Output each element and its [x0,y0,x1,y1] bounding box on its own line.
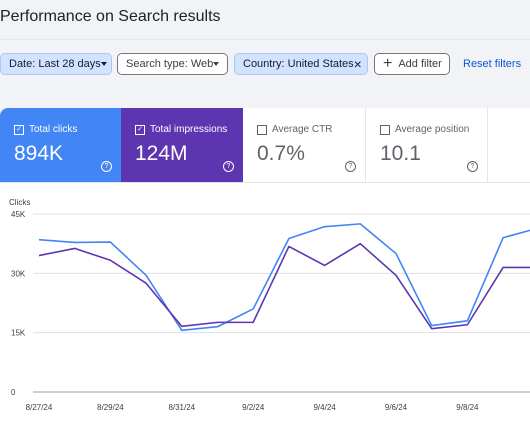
metric-label: Average position [395,124,470,135]
metric-total-impressions[interactable]: ✓ Total impressions 124M ? [121,108,243,182]
help-icon[interactable]: ? [345,161,356,172]
metric-label: Total impressions [150,124,228,135]
x-tick-label: 9/8/24 [456,403,479,412]
country-filter-chip[interactable]: Country: United States × [234,53,368,75]
page-title: Performance on Search results [0,8,221,25]
metric-total-clicks[interactable]: ✓ Total clicks 894K ? [0,108,121,182]
series-line-2 [38,242,530,330]
x-tick-label: 8/27/24 [26,403,53,412]
header-divider [0,39,530,40]
metric-value: 10.1 [380,142,421,165]
add-filter-label: Add filter [398,58,442,70]
metric-average-position[interactable]: Average position 10.1 ? [366,108,488,182]
checkbox-unchecked-icon[interactable] [380,124,390,135]
metric-value: 124M [135,142,188,165]
metric-value: 0.7% [257,142,305,165]
checkbox-checked-icon[interactable]: ✓ [135,124,145,135]
help-icon[interactable]: ? [223,161,234,172]
dropdown-caret-icon [213,62,220,66]
metric-label: Total clicks [29,124,78,135]
metric-average-ctr[interactable]: Average CTR 0.7% ? [243,108,366,182]
y-tick-label: 15K [11,329,26,338]
search-type-filter-label: Search type: Web [126,58,214,70]
help-icon[interactable]: ? [101,161,112,172]
x-tick-label: 9/6/24 [385,403,408,412]
x-tick-label: 8/31/24 [168,403,195,412]
y-axis-title: Clicks [9,198,30,207]
x-tick-label: 9/2/24 [242,403,265,412]
date-filter-chip[interactable]: Date: Last 28 days [0,53,112,75]
y-tick-label: 30K [11,269,26,278]
x-tick-label: 9/4/24 [313,403,336,412]
y-tick-label: 45K [11,210,26,219]
country-filter-label: Country: United States [243,58,354,70]
metric-value: 894K [14,142,64,165]
plus-icon: + [383,55,393,72]
y-tick-label: 0 [11,388,16,397]
dropdown-caret-icon [100,62,107,66]
search-type-filter-chip[interactable]: Search type: Web [117,53,228,75]
add-filter-button[interactable]: + Add filter [374,53,450,75]
clicks-line-chart: Clicks 0 15K 30K 45K 8/27/24 8/29/24 8/31/24 9/2… [9,198,530,412]
checkbox-checked-icon[interactable]: ✓ [14,124,24,135]
metrics-divider [0,182,530,183]
close-icon[interactable]: × [353,56,362,72]
x-tick-label: 8/29/24 [97,403,124,412]
help-icon[interactable]: ? [467,161,478,172]
reset-filters-link[interactable]: Reset filters [463,58,522,70]
checkbox-unchecked-icon[interactable] [257,124,267,135]
date-filter-label: Date: Last 28 days [9,58,101,70]
series-line-1 [38,223,530,332]
metric-label: Average CTR [272,124,333,135]
